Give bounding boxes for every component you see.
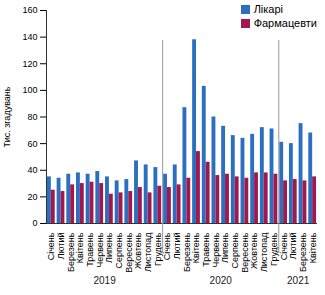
svg-text:20: 20 bbox=[27, 192, 37, 202]
svg-text:100: 100 bbox=[22, 85, 37, 95]
svg-text:2021: 2021 bbox=[287, 275, 310, 286]
svg-text:Січень: Січень bbox=[279, 232, 289, 260]
svg-text:60: 60 bbox=[27, 139, 37, 149]
svg-text:Лютий: Лютий bbox=[288, 233, 298, 260]
svg-text:Жовтень: Жовтень bbox=[249, 232, 259, 269]
svg-text:Листопад: Листопад bbox=[259, 232, 269, 272]
html-text:Фармацевти: Фармацевти bbox=[253, 17, 317, 29]
svg-text:Вересень: Вересень bbox=[124, 232, 134, 272]
svg-text:Січень: Січень bbox=[46, 232, 56, 260]
svg-text:Вересень: Вересень bbox=[240, 232, 250, 272]
svg-text:Березень: Березень bbox=[182, 232, 192, 272]
svg-text:Серпень: Серпень bbox=[114, 232, 124, 268]
svg-text:0: 0 bbox=[32, 218, 37, 228]
svg-text:Липень: Липень bbox=[104, 232, 114, 263]
svg-text:160: 160 bbox=[22, 5, 37, 15]
svg-text:Березень: Березень bbox=[66, 232, 76, 272]
svg-text:Грудень: Грудень bbox=[153, 232, 163, 266]
svg-text:Січень: Січень bbox=[162, 232, 172, 260]
html-text:Лікарі: Лікарі bbox=[253, 3, 283, 15]
svg-text:80: 80 bbox=[27, 112, 37, 122]
svg-text:Листопад: Листопад bbox=[143, 232, 153, 272]
svg-text:Квітень: Квітень bbox=[191, 232, 201, 263]
svg-text:Травень: Травень bbox=[201, 232, 211, 267]
svg-text:2019: 2019 bbox=[93, 275, 116, 286]
svg-text:Липень: Липень bbox=[220, 232, 230, 263]
svg-text:Квітень: Квітень bbox=[308, 232, 318, 263]
svg-text:40: 40 bbox=[27, 165, 37, 175]
svg-text:Червень: Червень bbox=[95, 232, 105, 268]
svg-text:Грудень: Грудень bbox=[269, 232, 279, 266]
svg-text:Тис. згадувань: Тис. згадувань bbox=[2, 86, 12, 147]
svg-text:Лютий: Лютий bbox=[56, 233, 66, 260]
svg-text:Квітень: Квітень bbox=[75, 232, 85, 263]
svg-text:2020: 2020 bbox=[210, 275, 233, 286]
svg-text:Червень: Червень bbox=[211, 232, 221, 268]
svg-text:Березень: Березень bbox=[298, 232, 308, 272]
svg-text:120: 120 bbox=[22, 59, 37, 69]
svg-text:Жовтень: Жовтень bbox=[133, 232, 143, 269]
svg-text:140: 140 bbox=[22, 32, 37, 42]
svg-text:Серпень: Серпень bbox=[230, 232, 240, 268]
svg-text:Лютий: Лютий bbox=[172, 233, 182, 260]
svg-text:Травень: Травень bbox=[85, 232, 95, 267]
